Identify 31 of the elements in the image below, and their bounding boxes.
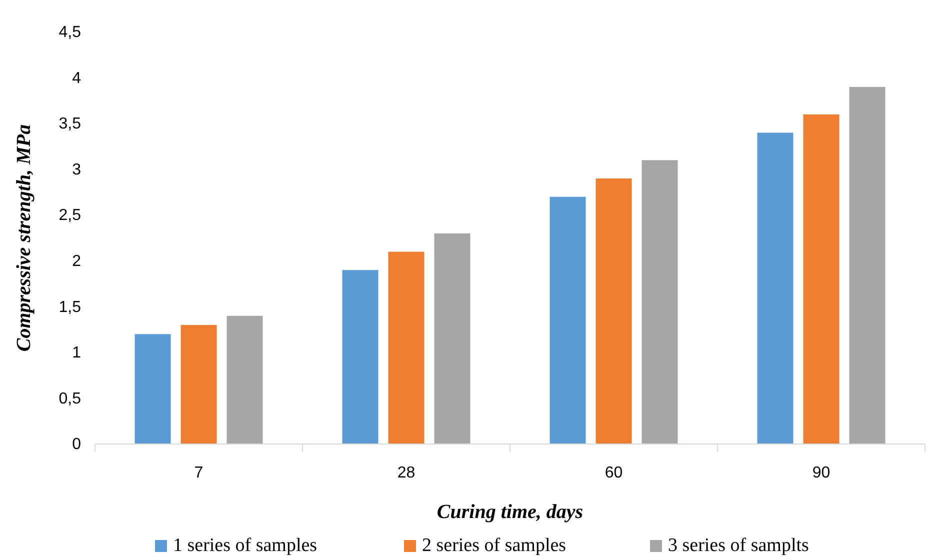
bar bbox=[550, 196, 586, 444]
y-tick-label: 0 bbox=[72, 436, 82, 454]
bar bbox=[803, 114, 840, 444]
bar bbox=[388, 252, 424, 444]
bar bbox=[849, 86, 886, 444]
bar bbox=[596, 178, 632, 444]
bar bbox=[642, 160, 678, 444]
bar bbox=[134, 334, 171, 444]
y-tick-label: 1,5 bbox=[58, 298, 82, 316]
bar bbox=[180, 324, 217, 444]
bar bbox=[226, 316, 263, 444]
x-tick-label: 7 bbox=[194, 464, 204, 482]
y-tick-label: 3,5 bbox=[58, 116, 82, 133]
y-tick-label: 0,5 bbox=[58, 390, 82, 408]
y-tick-label: 4,5 bbox=[58, 24, 82, 42]
y-tick-label: 2 bbox=[72, 253, 82, 270]
x-tick-label: 28 bbox=[397, 464, 416, 482]
y-axis-title: Compressive strength, MPa bbox=[13, 124, 35, 352]
legend-label: 2 series of samples bbox=[422, 535, 566, 556]
y-tick-label: 1 bbox=[72, 344, 82, 362]
legend-label: 1 series of samples bbox=[173, 535, 318, 556]
x-tick-label: 90 bbox=[812, 464, 830, 482]
x-tick-label: 60 bbox=[604, 464, 623, 482]
y-tick-label: 2,5 bbox=[58, 207, 82, 224]
bar bbox=[757, 132, 794, 444]
y-tick-label: 4 bbox=[72, 70, 82, 87]
x-axis-title: Curing time, days bbox=[436, 501, 584, 523]
legend-label: 3 series of samplts bbox=[668, 535, 809, 556]
bar bbox=[342, 270, 378, 444]
y-tick-label: 3 bbox=[72, 161, 82, 178]
bar bbox=[434, 233, 470, 444]
